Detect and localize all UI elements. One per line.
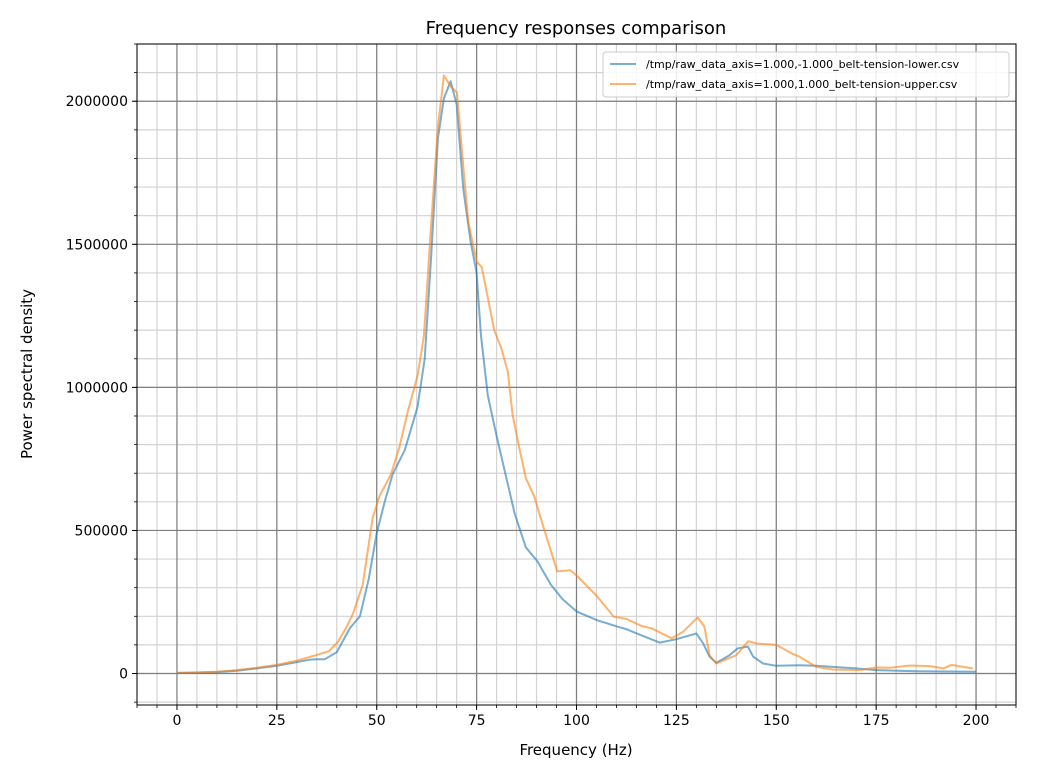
legend-label-lower: /tmp/raw_data_axis=1.000,-1.000_belt-ten… (646, 58, 960, 71)
series-line-lower (176, 80, 977, 674)
x-tick-label: 175 (863, 713, 890, 729)
x-tick-label: 50 (368, 713, 386, 729)
legend-label-upper: /tmp/raw_data_axis=1.000,1.000_belt-tens… (646, 78, 958, 91)
ticks: 0 25 50 75 100 125 150 175 200 0 500000 1000000 1500… (66, 43, 1017, 729)
legend: /tmp/raw_data_axis=1.000,-1.000_belt-ten… (602, 51, 1010, 98)
x-tick-label: 150 (763, 713, 790, 729)
y-tick-label: 500000 (75, 523, 128, 539)
y-tick-label: 0 (119, 667, 128, 683)
x-tick-label: 25 (268, 713, 286, 729)
y-tick-label: 1000000 (66, 380, 128, 396)
x-tick-label: 100 (563, 713, 590, 729)
x-tick-label: 75 (468, 713, 486, 729)
series-lines (176, 74, 977, 674)
y-tick-label: 2000000 (66, 94, 128, 110)
x-tick-label: 125 (663, 713, 690, 729)
x-tick-label: 200 (963, 713, 990, 729)
x-axis-label: Frequency (Hz) (519, 741, 632, 759)
chart-title: Frequency responses comparison (426, 18, 727, 39)
y-tick-label: 1500000 (66, 237, 128, 253)
series-line-upper (176, 74, 973, 674)
major-grid (137, 44, 1016, 705)
y-axis-label: Power spectral density (18, 289, 36, 459)
x-tick-label: 0 (172, 713, 181, 729)
legend-box (602, 51, 1010, 98)
